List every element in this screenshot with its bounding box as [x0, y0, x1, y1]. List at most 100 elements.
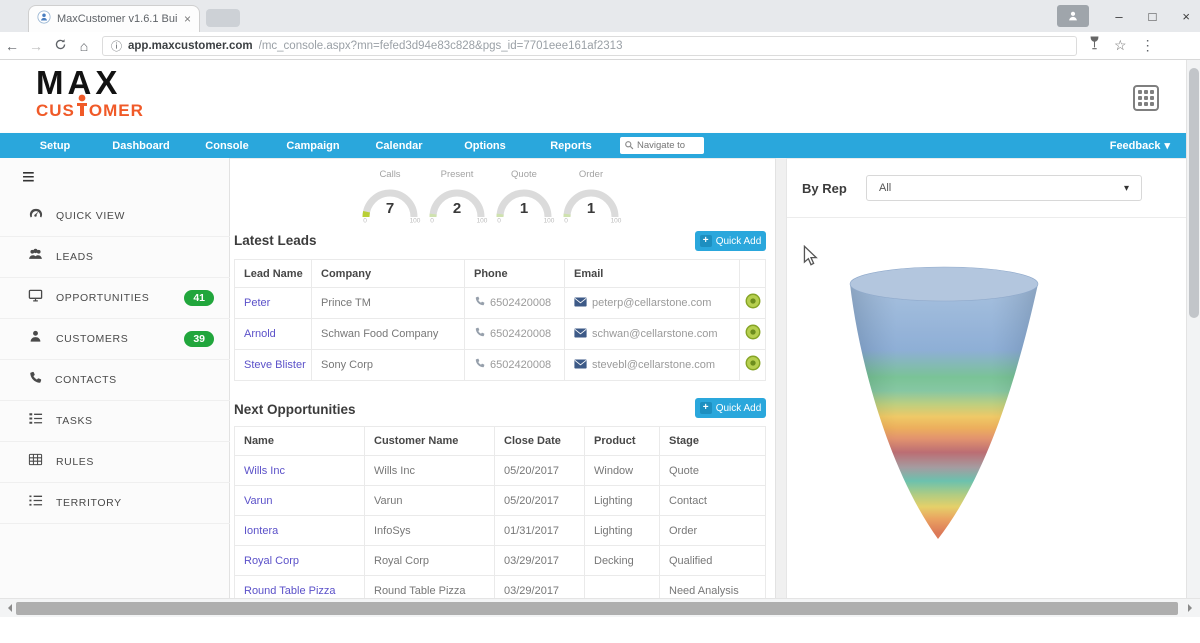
envelope-icon [574, 294, 587, 312]
sidebar-item-contacts[interactable]: CONTACTS [0, 360, 230, 401]
maxcustomer-logo[interactable]: MAX CUS OMER [36, 66, 226, 125]
maximize-button[interactable]: □ [1148, 8, 1157, 24]
sidebar-item-customers[interactable]: CUSTOMERS 39 [0, 319, 230, 360]
opportunity-stage-text: Need Analysis [669, 584, 739, 597]
navigate-search-input[interactable] [637, 140, 699, 151]
opportunity-close-date-text: 03/29/2017 [504, 584, 560, 597]
quick-add-label: Quick Add [715, 402, 762, 414]
nav-item-calendar[interactable]: Calendar [375, 139, 423, 152]
scroll-left-icon[interactable] [4, 604, 12, 612]
opportunity-name-text[interactable]: Round Table Pizza [244, 584, 336, 597]
opportunity-close-date-text: 01/31/2017 [504, 524, 560, 537]
navigate-search-box[interactable] [620, 137, 704, 154]
sidebar-item-territory[interactable]: TERRITORY [0, 483, 230, 524]
opportunity-stage: Order [660, 516, 766, 545]
opportunity-customer: Varun [365, 486, 495, 515]
svg-text:7: 7 [386, 200, 394, 217]
page-info-icon[interactable]: ⓘ [111, 40, 122, 53]
gauge-label: Quote [511, 169, 537, 180]
tab-close-icon[interactable]: × [183, 12, 191, 26]
opportunities-quick-add-button[interactable]: + Quick Add [695, 398, 766, 418]
nav-item-dashboard[interactable]: Dashboard [112, 139, 170, 152]
opportunity-name-text[interactable]: Varun [244, 494, 273, 507]
apps-grid-icon[interactable] [1133, 85, 1159, 111]
row-action-button[interactable] [745, 293, 761, 314]
lead-name-text[interactable]: Peter [244, 297, 271, 309]
opportunity-name: Varun [234, 486, 365, 515]
bookmark-star-icon[interactable]: ☆ [1114, 37, 1127, 53]
opportunity-customer: Wills Inc [365, 456, 495, 485]
opportunity-product: Lighting [585, 486, 660, 515]
horizontal-scroll-thumb[interactable] [16, 602, 1178, 615]
sidebar-item-leads[interactable]: LEADS [0, 237, 230, 278]
opportunity-name-text[interactable]: Royal Corp [244, 554, 300, 567]
lead-name: Peter [234, 288, 312, 318]
opportunity-name: Wills Inc [234, 456, 365, 485]
rep-filter-select[interactable]: All ▾ [866, 175, 1142, 201]
row-action-button[interactable] [745, 355, 761, 376]
minimize-button[interactable]: – [1115, 8, 1123, 24]
leads-quick-add-button[interactable]: + Quick Add [695, 231, 766, 251]
browser-menu-icon[interactable]: ⋮ [1140, 37, 1155, 53]
column-header [740, 260, 766, 287]
scroll-right-icon[interactable] [1188, 604, 1196, 612]
lead-name-text[interactable]: Steve Blister [244, 359, 306, 371]
opportunity-close-date: 05/20/2017 [495, 486, 585, 515]
nav-item-reports[interactable]: Reports [550, 139, 592, 152]
url-path: /mc_console.aspx?mn=fefed3d94e83c828&pgs… [258, 39, 623, 52]
home-icon[interactable]: ⌂ [79, 37, 89, 54]
svg-text:1: 1 [587, 200, 595, 217]
lead-email: peterp@cellarstone.com [565, 288, 740, 318]
opportunity-name-text[interactable]: Iontera [244, 524, 279, 537]
tab-title: MaxCustomer v1.6.1 Bui [57, 13, 178, 25]
sidebar-item-tasks[interactable]: TASKS [0, 401, 230, 442]
svg-text:0: 0 [363, 218, 367, 224]
latest-leads-table: Lead Name Company Phone Email Peter Prince TM… [234, 259, 766, 381]
new-tab-button[interactable] [206, 9, 240, 27]
lead-name-text[interactable]: Arnold [244, 328, 276, 340]
hamburger-menu-icon[interactable]: ≡ [22, 164, 35, 189]
sidebar-item-label: RULES [56, 456, 95, 468]
opportunity-close-date: 03/29/2017 [495, 576, 585, 605]
nav-item-console[interactable]: Console [205, 139, 249, 152]
extension-icon[interactable] [1089, 36, 1100, 55]
opportunity-customer-text: Royal Corp [374, 554, 430, 567]
table-header-row: Name Customer Name Close Date Product Stage [234, 426, 766, 456]
opportunity-customer-text: Varun [374, 494, 403, 507]
column-header: Email [565, 260, 740, 287]
refresh-icon[interactable] [48, 38, 72, 54]
vertical-scrollbar[interactable] [1186, 60, 1200, 598]
browser-tab[interactable]: MaxCustomer v1.6.1 Bui × [28, 5, 200, 32]
opportunity-name: Round Table Pizza [234, 576, 365, 605]
feedback-label: Feedback [1109, 139, 1161, 152]
sidebar-item-rules[interactable]: RULES [0, 442, 230, 483]
sales-funnel-chart [821, 259, 1061, 564]
envelope-icon [574, 356, 587, 374]
vertical-scroll-thumb[interactable] [1189, 68, 1199, 318]
close-button[interactable]: × [1182, 8, 1190, 24]
monitor-icon [28, 288, 43, 308]
sidebar-item-label: TASKS [56, 415, 93, 427]
horizontal-scrollbar[interactable] [0, 598, 1200, 617]
nav-item-setup[interactable]: Setup [39, 139, 71, 152]
funnel-rim [849, 266, 1039, 302]
sidebar-item-label: QUICK VIEW [56, 210, 126, 222]
opportunity-product: Window [585, 456, 660, 485]
nav-item-campaign[interactable]: Campaign [286, 139, 340, 152]
opportunity-name-text[interactable]: Wills Inc [244, 464, 285, 477]
url-host: app.maxcustomer.com [128, 39, 253, 52]
profile-button[interactable] [1057, 5, 1090, 27]
row-action-button[interactable] [745, 324, 761, 345]
sidebar-item-quick-view[interactable]: QUICK VIEW [0, 196, 230, 237]
address-bar[interactable]: ⓘ app.maxcustomer.com /mc_console.aspx?m… [102, 35, 1077, 56]
opportunity-product-text: Lighting [594, 524, 633, 537]
sidebar-item-opportunities[interactable]: OPPORTUNITIES 41 [0, 278, 230, 319]
svg-text:2: 2 [453, 200, 461, 217]
back-icon[interactable]: ← [5, 37, 19, 54]
latest-leads-title: Latest Leads [234, 233, 317, 248]
opportunity-customer-text: Wills Inc [374, 464, 415, 477]
feedback-menu[interactable]: Feedback ▾ [1109, 139, 1170, 153]
nav-item-options[interactable]: Options [464, 139, 506, 152]
logo-cus-text: CUS [36, 101, 75, 120]
